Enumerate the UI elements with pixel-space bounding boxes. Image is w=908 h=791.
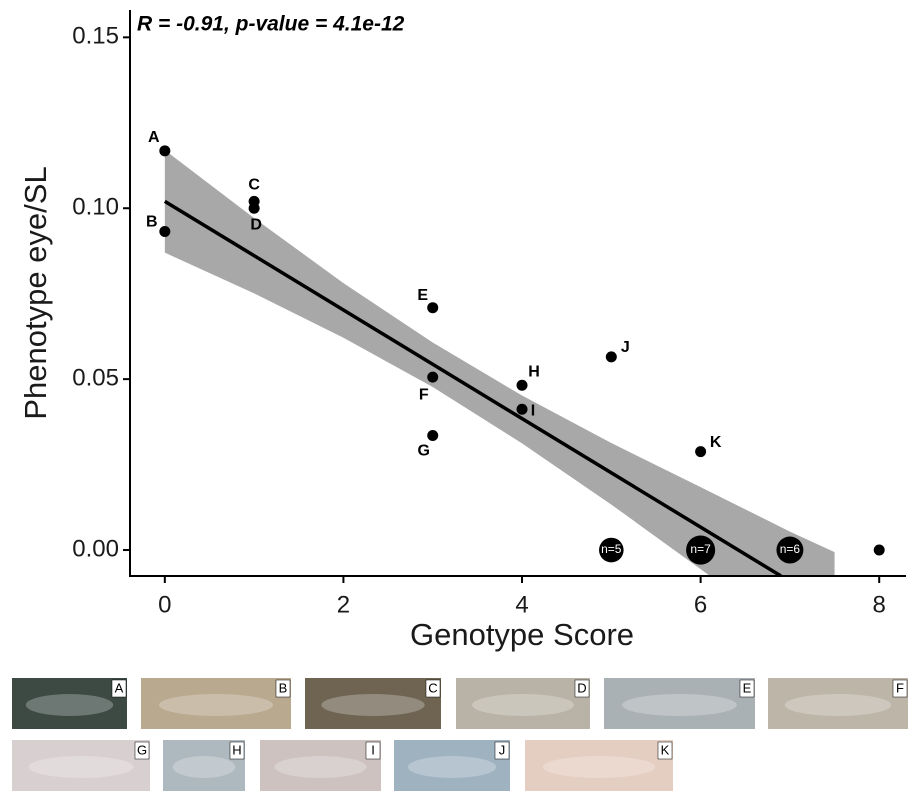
photo-label: K bbox=[661, 742, 670, 757]
fish-shape bbox=[173, 756, 235, 778]
fit-line bbox=[165, 201, 781, 576]
point bbox=[517, 404, 528, 415]
point bbox=[427, 430, 438, 441]
point bbox=[159, 145, 170, 156]
point-label: C bbox=[248, 177, 260, 194]
point bbox=[159, 226, 170, 237]
photo-label: C bbox=[428, 680, 437, 695]
photo-label: I bbox=[371, 742, 375, 757]
photo-label: B bbox=[279, 680, 288, 695]
fish-shape bbox=[26, 694, 113, 716]
point-label: K bbox=[710, 434, 722, 451]
point bbox=[695, 446, 706, 457]
fish-shape bbox=[275, 756, 367, 778]
y-tick-label: 0.05 bbox=[72, 364, 119, 391]
y-tick-label: 0.15 bbox=[72, 23, 119, 50]
x-tick-label: 0 bbox=[158, 591, 171, 618]
point-label: I bbox=[531, 402, 535, 419]
point bbox=[427, 302, 438, 313]
bubble-label: n=7 bbox=[690, 542, 711, 556]
x-tick-label: 4 bbox=[515, 591, 528, 618]
fish-shape bbox=[472, 694, 574, 716]
plot-area bbox=[165, 150, 835, 668]
point-label: E bbox=[417, 287, 428, 304]
point-label: G bbox=[417, 443, 429, 460]
confidence-band bbox=[165, 150, 835, 668]
fish-shape bbox=[159, 694, 273, 716]
fish-shape bbox=[321, 694, 424, 716]
photo-label: J bbox=[499, 742, 506, 757]
fish-shape bbox=[785, 694, 891, 716]
photo-label: D bbox=[577, 680, 586, 695]
annotation: R = -0.91, p-value = 4.1e-12 bbox=[137, 13, 405, 36]
bubble-label: n=6 bbox=[780, 542, 801, 556]
y-tick-label: 0.00 bbox=[72, 535, 119, 562]
point-label: D bbox=[250, 216, 262, 233]
point-label: B bbox=[146, 214, 158, 231]
photo-label: F bbox=[896, 680, 904, 695]
photo-label: A bbox=[115, 680, 124, 695]
point-label: F bbox=[419, 386, 429, 403]
x-axis-title: Genotype Score bbox=[410, 617, 634, 652]
fish-shape bbox=[408, 756, 496, 778]
fish-shape bbox=[622, 694, 737, 716]
photo-label: H bbox=[232, 742, 241, 757]
x-tick-label: 2 bbox=[337, 591, 350, 618]
y-tick-label: 0.10 bbox=[72, 194, 119, 221]
fish-shape bbox=[29, 756, 134, 778]
y-axis-title: Phenotype eye/SL bbox=[18, 166, 53, 419]
photo-label: E bbox=[743, 680, 752, 695]
x-tick-label: 6 bbox=[694, 591, 707, 618]
point bbox=[606, 351, 617, 362]
point bbox=[249, 203, 260, 214]
figure: R = -0.91, p-value = 4.1e-12 Genotype Sc… bbox=[0, 0, 908, 791]
bubble-label: n=5 bbox=[601, 542, 622, 556]
point bbox=[427, 372, 438, 383]
point-label: A bbox=[148, 129, 160, 146]
photo-label: G bbox=[137, 742, 147, 757]
point-label: J bbox=[621, 339, 630, 356]
point bbox=[517, 380, 528, 391]
point bbox=[874, 545, 885, 556]
point-label: H bbox=[528, 364, 540, 381]
fish-shape bbox=[543, 756, 655, 778]
x-tick-label: 8 bbox=[873, 591, 886, 618]
